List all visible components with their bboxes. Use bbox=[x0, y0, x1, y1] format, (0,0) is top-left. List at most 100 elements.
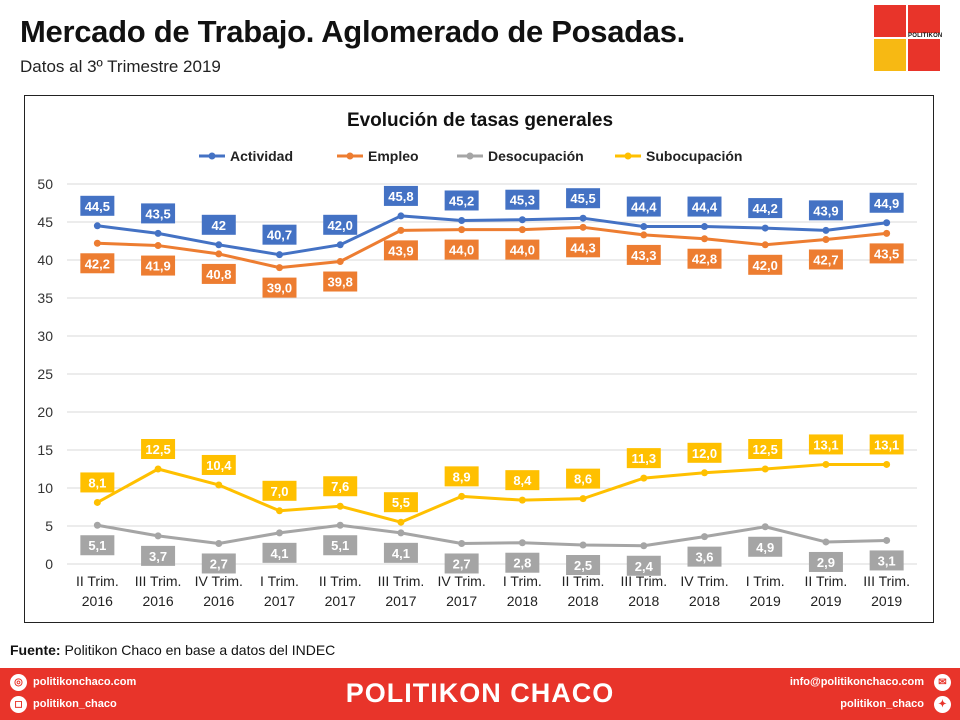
twitter-icon: ✦ bbox=[934, 696, 951, 713]
data-point-3 bbox=[458, 492, 466, 500]
footer-website[interactable]: politikonchaco.com bbox=[33, 676, 137, 688]
data-point-2 bbox=[93, 521, 101, 529]
chart-container: Evolución de tasas generales Actividad Emp… bbox=[24, 95, 934, 623]
data-point-2 bbox=[640, 542, 648, 550]
y-tick-label: 45 bbox=[37, 214, 53, 230]
data-label-box-0 bbox=[566, 188, 601, 209]
series-line-2 bbox=[97, 523, 887, 548]
data-point-3 bbox=[640, 474, 648, 482]
data-label-box-3 bbox=[323, 476, 358, 497]
x-tick-label-year: 2016 bbox=[82, 593, 113, 609]
data-point-3 bbox=[883, 460, 891, 468]
x-tick-label: III Trim. bbox=[135, 573, 182, 589]
data-label-box-3 bbox=[262, 480, 297, 501]
data-label-3: 13,1 bbox=[813, 437, 838, 452]
data-label-box-2 bbox=[444, 553, 479, 574]
legend-label-2: Desocupación bbox=[488, 148, 584, 164]
data-label-0: 44,9 bbox=[874, 196, 899, 211]
data-label-1: 42,2 bbox=[85, 256, 110, 271]
data-label-3: 5,5 bbox=[392, 495, 410, 510]
footer-instagram[interactable]: politikon_chaco bbox=[33, 698, 117, 710]
data-label-box-3 bbox=[201, 454, 236, 475]
data-label-box-1 bbox=[748, 254, 783, 275]
data-label-1: 41,9 bbox=[145, 259, 170, 274]
logo-text: POLITIKON bbox=[907, 33, 944, 39]
data-point-2 bbox=[579, 541, 587, 549]
data-point-3 bbox=[276, 507, 283, 515]
data-label-1: 39,8 bbox=[328, 275, 353, 290]
legend-label-1: Empleo bbox=[368, 148, 419, 164]
x-tick-label: III Trim. bbox=[620, 573, 667, 589]
data-point-2 bbox=[761, 523, 769, 531]
data-point-0 bbox=[93, 222, 101, 230]
data-point-3 bbox=[397, 518, 405, 526]
x-tick-label: IV Trim. bbox=[680, 573, 728, 589]
data-label-0: 44,5 bbox=[85, 199, 110, 214]
y-tick-label: 50 bbox=[37, 176, 53, 192]
data-label-1: 42,7 bbox=[813, 252, 838, 267]
data-label-0: 44,2 bbox=[753, 201, 778, 216]
data-label-2: 5,1 bbox=[331, 538, 349, 553]
data-label-1: 44,0 bbox=[449, 243, 474, 258]
series-line-1 bbox=[97, 225, 887, 270]
y-tick-label: 5 bbox=[45, 518, 53, 534]
data-label-box-1 bbox=[262, 277, 297, 298]
data-label-box-2 bbox=[566, 555, 601, 575]
data-label-0: 45,5 bbox=[570, 191, 595, 206]
data-point-1 bbox=[336, 258, 344, 266]
data-label-2: 2,7 bbox=[210, 556, 228, 571]
web-icon: ◎ bbox=[10, 674, 27, 691]
data-label-1: 44,3 bbox=[570, 240, 595, 255]
x-tick-label: II Trim. bbox=[805, 573, 848, 589]
data-label-box-2 bbox=[626, 555, 661, 576]
data-point-1 bbox=[93, 239, 101, 247]
x-tick-label-year: 2018 bbox=[628, 593, 659, 609]
data-label-3: 8,1 bbox=[88, 475, 106, 490]
data-label-2: 3,1 bbox=[878, 553, 896, 568]
footer-email[interactable]: info@politikonchaco.com bbox=[789, 676, 924, 688]
data-label-0: 43,9 bbox=[813, 203, 838, 218]
data-point-1 bbox=[579, 223, 587, 231]
data-point-2 bbox=[822, 538, 830, 546]
data-label-0: 45,8 bbox=[388, 189, 413, 204]
data-point-1 bbox=[518, 226, 526, 234]
x-tick-label: I Trim. bbox=[260, 573, 299, 589]
data-label-2: 4,1 bbox=[392, 546, 410, 561]
data-point-2 bbox=[518, 539, 526, 547]
data-point-1 bbox=[701, 235, 708, 243]
y-tick-label: 10 bbox=[37, 480, 53, 496]
data-point-0 bbox=[397, 212, 405, 220]
data-point-0 bbox=[822, 226, 830, 234]
data-point-0 bbox=[701, 223, 708, 231]
data-label-box-0 bbox=[808, 200, 843, 221]
data-label-box-3 bbox=[869, 434, 904, 455]
data-label-3: 12,5 bbox=[753, 442, 778, 457]
data-label-3: 11,3 bbox=[631, 451, 656, 466]
data-label-box-2 bbox=[262, 542, 297, 563]
source-label: Fuente: bbox=[10, 642, 61, 658]
data-point-0 bbox=[215, 241, 223, 249]
data-label-box-2 bbox=[201, 553, 236, 574]
data-label-box-2 bbox=[505, 552, 540, 573]
data-label-box-3 bbox=[808, 434, 843, 455]
data-point-1 bbox=[822, 235, 830, 243]
data-label-box-3 bbox=[566, 468, 601, 489]
footer-twitter[interactable]: politikon_chaco bbox=[840, 698, 924, 710]
data-point-0 bbox=[458, 216, 466, 224]
data-point-2 bbox=[701, 533, 708, 541]
x-tick-label-year: 2019 bbox=[750, 593, 781, 609]
data-label-box-1 bbox=[505, 239, 540, 260]
data-label-box-1 bbox=[808, 249, 843, 270]
data-label-box-1 bbox=[80, 253, 115, 274]
data-point-0 bbox=[640, 223, 648, 231]
chart-title: Evolución de tasas generales bbox=[347, 110, 613, 131]
data-label-box-2 bbox=[323, 535, 358, 556]
data-label-box-1 bbox=[444, 239, 479, 260]
data-point-3 bbox=[93, 498, 101, 506]
data-label-2: 3,6 bbox=[695, 550, 713, 565]
legend-label-0: Actividad bbox=[230, 148, 293, 164]
data-label-1: 43,3 bbox=[631, 248, 656, 263]
data-label-box-2 bbox=[748, 536, 783, 557]
x-tick-label-year: 2019 bbox=[810, 593, 841, 609]
data-label-box-3 bbox=[80, 472, 115, 493]
